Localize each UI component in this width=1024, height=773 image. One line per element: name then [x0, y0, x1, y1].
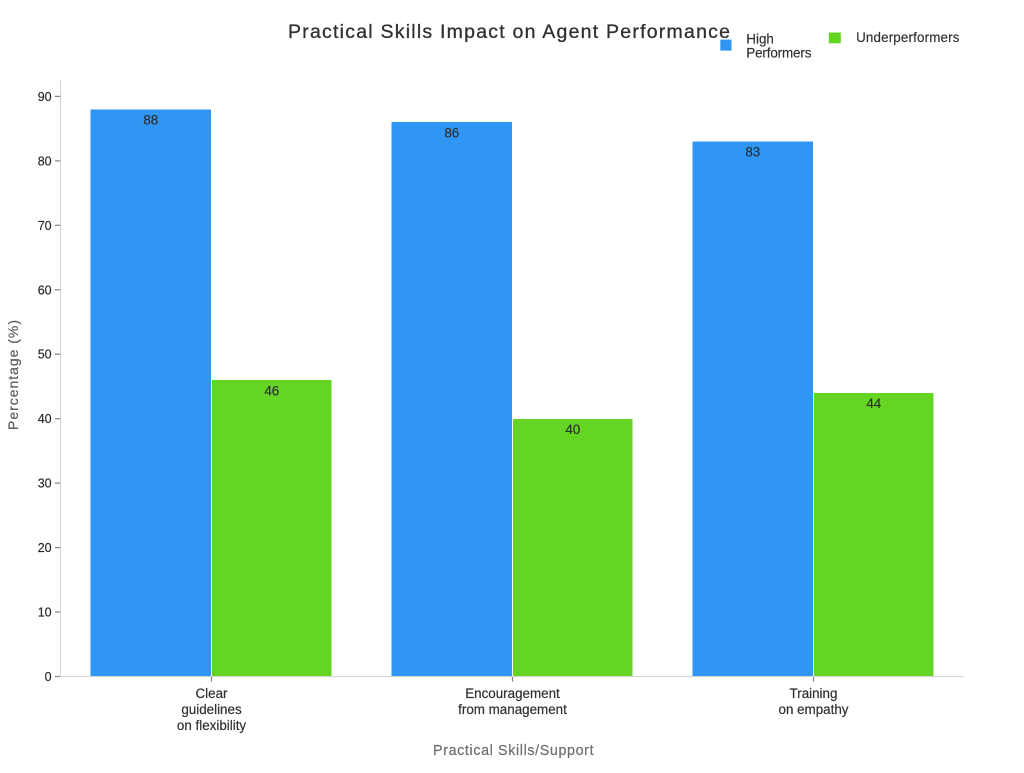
svg-text:10: 10: [38, 606, 52, 620]
svg-text:Training: Training: [790, 686, 838, 701]
svg-text:Practical Skills/Support: Practical Skills/Support: [433, 743, 594, 759]
svg-text:guidelines: guidelines: [181, 702, 242, 717]
svg-text:on flexibility: on flexibility: [177, 718, 247, 733]
svg-text:20: 20: [38, 541, 52, 555]
svg-text:0: 0: [45, 670, 52, 684]
svg-text:60: 60: [38, 283, 52, 297]
svg-text:46: 46: [264, 383, 279, 398]
svg-text:from management: from management: [458, 702, 567, 717]
svg-text:40: 40: [565, 422, 580, 437]
svg-text:Performers: Performers: [746, 46, 811, 61]
svg-text:Underperformers: Underperformers: [856, 30, 960, 45]
svg-text:88: 88: [143, 113, 158, 128]
svg-text:on empathy: on empathy: [779, 702, 849, 717]
svg-text:83: 83: [745, 145, 760, 160]
svg-text:70: 70: [38, 219, 52, 233]
svg-text:Clear: Clear: [196, 686, 229, 701]
svg-text:High: High: [746, 32, 774, 47]
svg-text:90: 90: [38, 90, 52, 104]
svg-text:44: 44: [866, 396, 881, 411]
svg-text:40: 40: [38, 412, 52, 426]
svg-text:Percentage (%): Percentage (%): [5, 320, 21, 430]
svg-text:50: 50: [38, 348, 52, 362]
svg-text:30: 30: [38, 477, 52, 491]
svg-text:86: 86: [444, 125, 459, 140]
svg-text:Encouragement: Encouragement: [465, 686, 560, 701]
svg-text:80: 80: [38, 154, 52, 168]
svg-text:Practical Skills Impact on Age: Practical Skills Impact on Agent Perform…: [288, 21, 730, 43]
